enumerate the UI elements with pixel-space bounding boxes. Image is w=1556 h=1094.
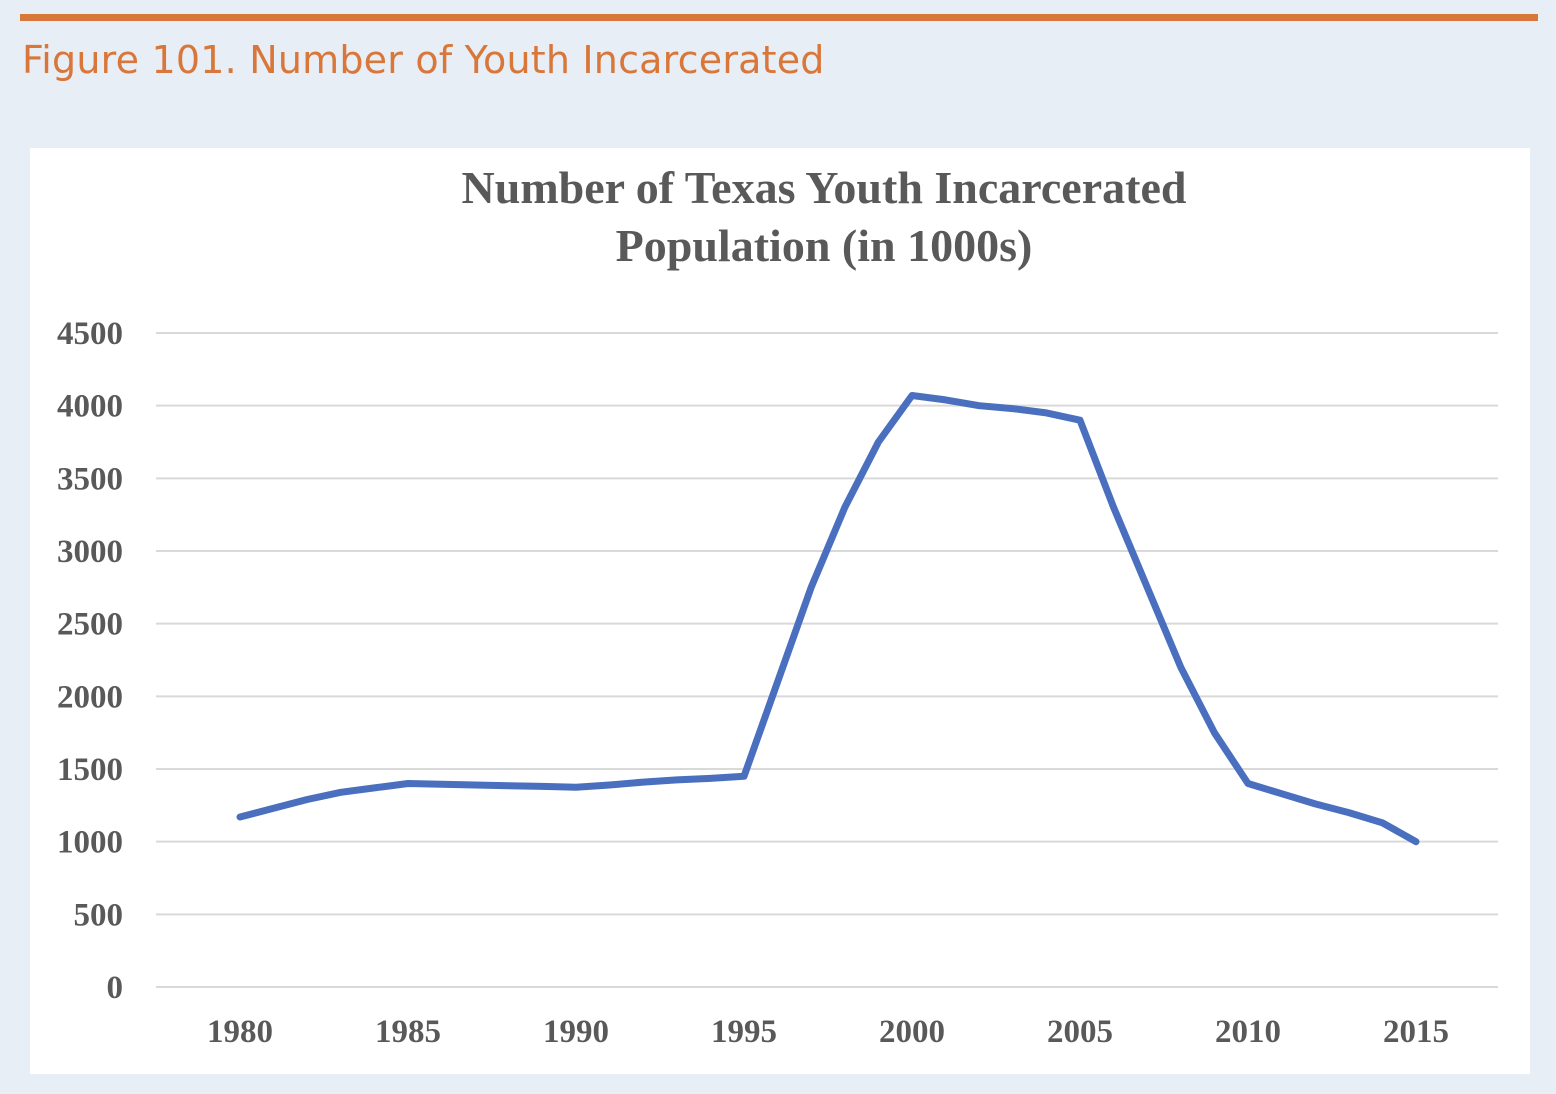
series-line-0	[236, 392, 1420, 846]
y-axis-tick-labels: 0 500 1000 1500 2000 2500 3000 3500 4000 4500	[57, 316, 123, 1006]
y-tick-label: 4500	[57, 316, 123, 352]
x-tick-label: 1995	[711, 1014, 777, 1050]
figure-caption: Figure 101. Number of Youth Incarcerated	[22, 38, 825, 82]
x-tick-label: 2015	[1383, 1014, 1449, 1050]
y-tick-label: 2500	[57, 607, 123, 643]
x-tick-label: 1990	[543, 1014, 609, 1050]
x-tick-label: 1980	[207, 1014, 273, 1050]
chart-card: Number of Texas Youth Incarcerated Popul…	[30, 148, 1530, 1074]
top-accent-rule	[20, 14, 1538, 21]
x-tick-label: 2005	[1047, 1014, 1113, 1050]
y-tick-label: 1500	[57, 752, 123, 788]
y-tick-label: 500	[74, 897, 124, 933]
y-tick-label: 2000	[57, 679, 123, 715]
line-chart: Number of Texas Youth Incarcerated Popul…	[57, 162, 1498, 1050]
y-tick-label: 3500	[57, 461, 123, 497]
y-tick-label: 4000	[57, 389, 123, 425]
series-layer	[236, 392, 1420, 846]
chart-title-line-2: Population (in 1000s)	[616, 220, 1033, 271]
chart-title-line-1: Number of Texas Youth Incarcerated	[462, 162, 1187, 213]
x-axis-tick-labels: 1980 1985 1990 1995 2000 2005 2010 2015	[207, 1014, 1449, 1050]
y-tick-label: 3000	[57, 534, 123, 570]
y-tick-label: 1000	[57, 825, 123, 861]
x-tick-label: 1985	[375, 1014, 441, 1050]
y-tick-label: 0	[107, 970, 124, 1006]
x-tick-label: 2000	[879, 1014, 945, 1050]
gridlines	[156, 332, 1498, 988]
x-tick-label: 2010	[1215, 1014, 1281, 1050]
